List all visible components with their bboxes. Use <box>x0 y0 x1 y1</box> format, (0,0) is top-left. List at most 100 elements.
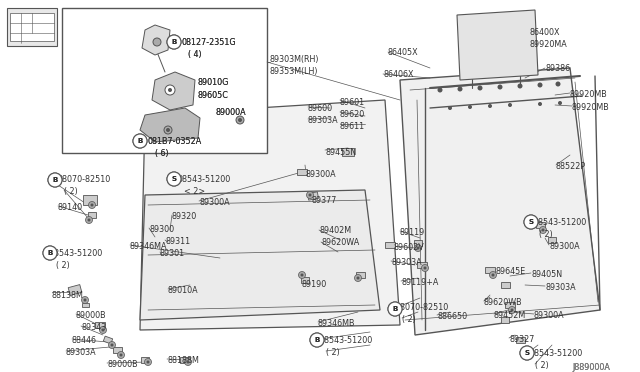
Circle shape <box>511 308 513 311</box>
Text: 08127-2351G: 08127-2351G <box>182 38 237 47</box>
Polygon shape <box>113 347 122 353</box>
Text: 89000A: 89000A <box>216 108 246 117</box>
Circle shape <box>490 272 497 279</box>
Circle shape <box>524 215 538 229</box>
Text: 89611: 89611 <box>340 122 365 131</box>
Text: 89301: 89301 <box>160 249 185 258</box>
Text: 081B7-0352A: 081B7-0352A <box>148 137 202 146</box>
Polygon shape <box>417 262 427 268</box>
Polygon shape <box>500 282 509 288</box>
Text: 89620: 89620 <box>340 110 365 119</box>
Text: 89300A: 89300A <box>306 170 337 179</box>
Circle shape <box>488 104 492 108</box>
Circle shape <box>167 172 181 186</box>
Text: 89343: 89343 <box>81 323 106 332</box>
Text: 89600: 89600 <box>308 104 333 113</box>
Polygon shape <box>152 72 195 110</box>
Text: S: S <box>525 350 529 356</box>
Text: 89920MB: 89920MB <box>570 90 608 99</box>
Circle shape <box>145 359 152 366</box>
Text: 89300A: 89300A <box>534 311 564 320</box>
Text: 89300A: 89300A <box>549 242 580 251</box>
Text: 88188M: 88188M <box>167 356 199 365</box>
Text: ( 2): ( 2) <box>326 348 340 357</box>
Polygon shape <box>83 195 97 205</box>
Polygon shape <box>81 303 88 307</box>
Bar <box>10 13 54 41</box>
Circle shape <box>301 273 303 276</box>
Circle shape <box>518 83 522 89</box>
Text: J889000A: J889000A <box>572 363 610 372</box>
Text: B: B <box>314 337 319 343</box>
Circle shape <box>310 333 324 347</box>
Circle shape <box>86 217 93 224</box>
Text: S: S <box>172 176 177 182</box>
Circle shape <box>102 328 104 331</box>
Text: 89386: 89386 <box>545 64 570 73</box>
Circle shape <box>556 81 561 87</box>
Polygon shape <box>68 285 82 295</box>
Text: 89300: 89300 <box>149 225 174 234</box>
Text: J889000A: J889000A <box>572 363 610 372</box>
Text: S: S <box>172 176 177 182</box>
Polygon shape <box>95 322 105 328</box>
Polygon shape <box>297 169 307 175</box>
Circle shape <box>168 88 172 92</box>
Circle shape <box>186 360 189 363</box>
Bar <box>62 8 267 153</box>
Circle shape <box>165 85 175 95</box>
Circle shape <box>184 359 191 366</box>
Circle shape <box>448 106 452 110</box>
Circle shape <box>43 246 57 260</box>
Text: 89010G: 89010G <box>197 78 228 87</box>
Text: 89300A: 89300A <box>199 198 230 207</box>
Text: ( 4): ( 4) <box>188 50 202 59</box>
Circle shape <box>307 192 314 199</box>
Text: 89303A: 89303A <box>545 283 575 292</box>
Circle shape <box>48 173 62 187</box>
Text: 89303A: 89303A <box>308 116 339 125</box>
Circle shape <box>422 264 429 272</box>
Text: 89000A: 89000A <box>216 108 246 117</box>
Circle shape <box>508 103 512 107</box>
Polygon shape <box>414 240 422 246</box>
Circle shape <box>133 134 147 148</box>
Text: 86406X: 86406X <box>383 70 413 79</box>
Text: 081B7-0352A: 081B7-0352A <box>148 137 202 146</box>
Text: 89303A: 89303A <box>391 258 422 267</box>
Circle shape <box>83 298 86 301</box>
Polygon shape <box>548 237 556 243</box>
Polygon shape <box>505 302 515 308</box>
Text: 08543-51200: 08543-51200 <box>533 218 586 227</box>
Circle shape <box>153 38 161 46</box>
Text: 88138M: 88138M <box>52 291 84 300</box>
Text: 08070-82510: 08070-82510 <box>58 175 111 184</box>
Text: ( 4): ( 4) <box>188 50 202 59</box>
Text: 89920MB: 89920MB <box>572 103 610 112</box>
Text: 89405N: 89405N <box>531 270 562 279</box>
Polygon shape <box>307 192 319 200</box>
Text: 89119: 89119 <box>400 228 425 237</box>
Circle shape <box>524 215 538 229</box>
Text: 86400X: 86400X <box>530 28 561 37</box>
Polygon shape <box>140 108 200 142</box>
Text: B: B <box>392 306 397 312</box>
Polygon shape <box>142 25 170 55</box>
Circle shape <box>415 244 422 251</box>
Circle shape <box>167 35 181 49</box>
Text: S: S <box>525 350 529 356</box>
Circle shape <box>238 118 242 122</box>
Text: 89645E: 89645E <box>496 267 526 276</box>
Circle shape <box>477 86 483 90</box>
Text: 89010A: 89010A <box>168 286 198 295</box>
Circle shape <box>388 302 402 316</box>
Text: 89346MA: 89346MA <box>130 242 168 251</box>
Text: 08070-82510: 08070-82510 <box>396 303 449 312</box>
Polygon shape <box>400 68 600 335</box>
Polygon shape <box>485 267 495 273</box>
Text: S: S <box>529 219 534 225</box>
Polygon shape <box>141 357 149 363</box>
Circle shape <box>109 341 115 349</box>
Text: 88522P: 88522P <box>556 162 586 171</box>
Text: B: B <box>314 337 319 343</box>
